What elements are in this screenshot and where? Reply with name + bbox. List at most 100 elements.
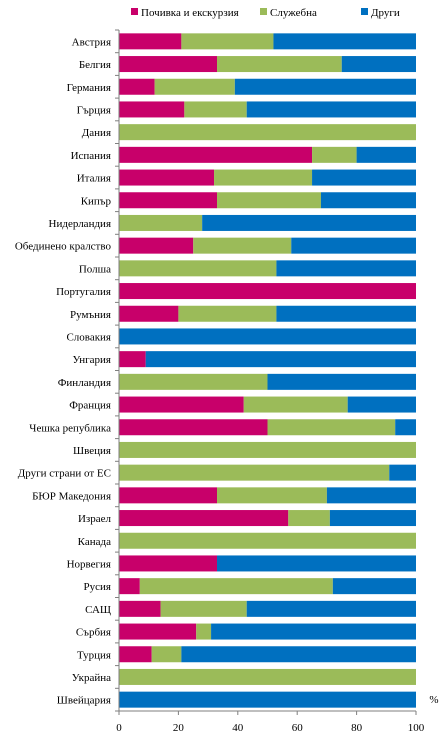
bar-segment	[246, 600, 416, 617]
bar-segment	[211, 623, 416, 640]
bar-segment	[119, 78, 155, 95]
x-tick-label: 80	[351, 722, 363, 734]
bar-segment	[119, 283, 416, 300]
bar-segment	[267, 373, 416, 390]
bar-segment	[119, 124, 416, 141]
category-label: Канада	[78, 536, 111, 548]
bar-segment	[234, 78, 416, 95]
bar-segment	[267, 419, 396, 436]
legend-item: Други	[361, 7, 400, 19]
category-label: Унгария	[72, 354, 111, 366]
bar-segment	[395, 419, 416, 436]
bar-segment	[119, 192, 218, 209]
bar-segment	[119, 351, 146, 368]
category-label: БЮР Македония	[32, 490, 111, 502]
bar-segment	[119, 487, 218, 504]
bar-segment	[119, 578, 140, 595]
category-label: Германия	[67, 82, 111, 94]
bar-segment	[145, 351, 417, 368]
category-label: Франция	[69, 400, 111, 412]
bar-segment	[291, 237, 416, 254]
legend-swatch	[361, 8, 368, 15]
legend-label: Почивка и екскурзия	[141, 7, 239, 19]
category-label: Гърция	[77, 104, 111, 116]
bar-segment	[329, 510, 416, 527]
bar-segment	[193, 237, 292, 254]
category-label: Турция	[77, 649, 111, 661]
bar-segment	[119, 146, 313, 163]
bar-segment	[160, 600, 247, 617]
unit-label: %	[429, 694, 438, 706]
category-label: Швеция	[73, 445, 111, 457]
bar-segment	[326, 487, 416, 504]
bar-segment	[312, 169, 416, 186]
bars	[119, 33, 417, 708]
bar-segment	[217, 192, 321, 209]
bar-segment	[119, 464, 390, 481]
legend-label: Други	[371, 7, 400, 19]
category-label: Финландия	[58, 377, 111, 389]
category-label: Дания	[82, 127, 111, 139]
bar-segment	[119, 373, 268, 390]
bar-segment	[119, 600, 161, 617]
bar-segment	[341, 56, 416, 73]
bar-segment	[119, 510, 289, 527]
legend-swatch	[260, 8, 267, 15]
bar-segment	[246, 101, 416, 118]
category-label: Италия	[77, 173, 111, 185]
legend-label: Служебна	[270, 7, 317, 19]
bar-segment	[119, 33, 182, 50]
bar-segment	[119, 532, 416, 549]
category-label: Швейцария	[57, 695, 111, 707]
x-tick-label: 40	[232, 722, 244, 734]
bar-segment	[119, 396, 244, 413]
bar-segment	[202, 214, 416, 231]
bar-segment	[243, 396, 348, 413]
category-label: САЩ	[85, 604, 111, 616]
category-label: Нидерландия	[49, 218, 111, 230]
bar-segment	[119, 441, 416, 458]
bar-segment	[276, 305, 416, 322]
axes: 0 20 40 60 80 100%	[115, 29, 439, 734]
bar-segment	[320, 192, 416, 209]
category-label: Испания	[71, 150, 111, 162]
bar-segment	[119, 101, 185, 118]
bar-segment	[273, 33, 416, 50]
bar-segment	[119, 646, 152, 663]
bar-segment	[119, 328, 416, 345]
category-label: Други страни от ЕС	[18, 468, 111, 480]
bar-segment	[119, 56, 218, 73]
legend-item: Почивка и екскурзия	[131, 7, 239, 19]
bar-segment	[217, 555, 416, 572]
bar-segment	[288, 510, 330, 527]
x-tick-label: 100	[408, 722, 425, 734]
category-label: Кипър	[81, 195, 112, 207]
bar-segment	[389, 464, 416, 481]
category-label: Обединено кралство	[15, 241, 112, 253]
bar-segment	[332, 578, 416, 595]
bar-segment	[178, 305, 277, 322]
legend: Почивка и екскурзия Служебна Други	[131, 7, 400, 19]
category-label: Полша	[79, 263, 111, 275]
bar-segment	[276, 260, 416, 277]
bar-segment	[119, 623, 197, 640]
legend-item: Служебна	[260, 7, 317, 19]
category-label: Румъния	[70, 309, 111, 321]
bar-segment	[119, 555, 218, 572]
bar-segment	[119, 419, 268, 436]
x-tick-label: 60	[292, 722, 304, 734]
bar-segment	[347, 396, 416, 413]
bar-segment	[154, 78, 235, 95]
bar-segment	[217, 487, 327, 504]
bar-segment	[356, 146, 416, 163]
category-label: Словакия	[66, 331, 111, 343]
bar-segment	[119, 169, 215, 186]
bar-segment	[181, 33, 274, 50]
bar-segment	[119, 691, 416, 708]
category-label: Сърбия	[76, 627, 111, 639]
category-label: Чешка република	[29, 422, 111, 434]
category-labels: Австрия Белгия Германия Гърция Дания Испания И…	[15, 36, 112, 706]
bar-segment	[196, 623, 212, 640]
category-label: Австрия	[72, 36, 111, 48]
